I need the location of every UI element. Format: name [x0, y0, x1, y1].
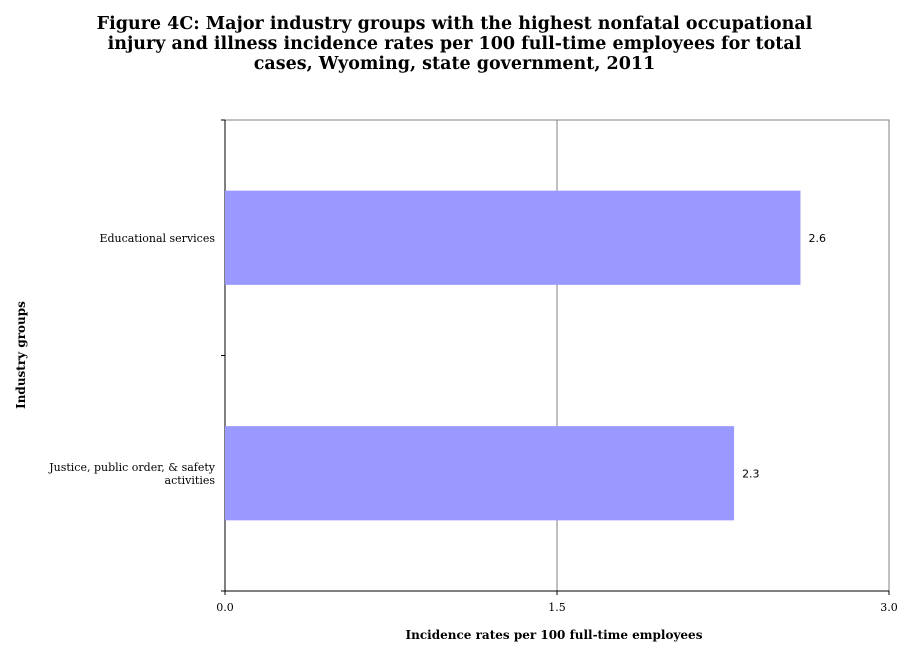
- x-tick-label: 3.0: [880, 601, 898, 614]
- x-tick-label: 0.0: [216, 601, 234, 614]
- x-tick-label: 1.5: [548, 601, 566, 614]
- bar: [225, 190, 801, 285]
- category-label: Justice, public order, & safety: [48, 461, 216, 474]
- category-label: activities: [165, 474, 216, 487]
- category-label: Educational services: [99, 232, 215, 245]
- x-axis-title: Incidence rates per 100 full-time employ…: [406, 628, 703, 642]
- chart-title: Figure 4C: Major industry groups with th…: [0, 14, 909, 74]
- chart-title-line: cases, Wyoming, state government, 2011: [253, 54, 656, 74]
- data-label: 2.6: [808, 232, 826, 245]
- chart-title-line: injury and illness incidence rates per 1…: [107, 34, 802, 54]
- bar: [225, 426, 735, 521]
- data-label: 2.3: [742, 467, 760, 480]
- y-axis-title: Industry groups: [14, 301, 28, 409]
- chart-title-line: Figure 4C: Major industry groups with th…: [96, 14, 813, 34]
